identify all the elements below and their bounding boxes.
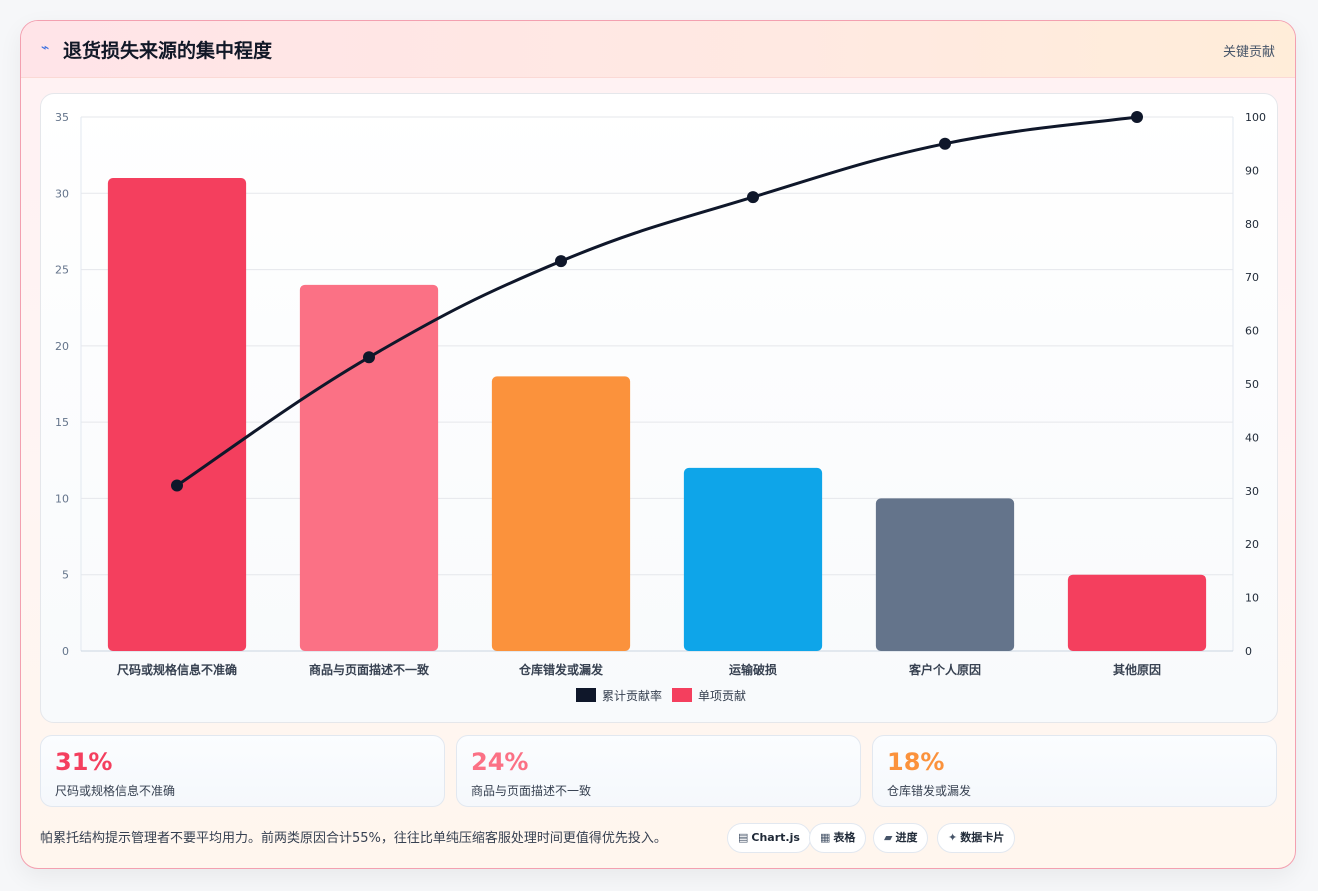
- footer-note: 帕累托结构提示管理者不要平均用力。前两类原因合计55%，往往比单纯压缩客服处理时…: [40, 831, 667, 846]
- y-right-tick-label: 10: [1245, 592, 1259, 605]
- y-left-tick-label: 5: [62, 569, 69, 582]
- bar[interactable]: [107, 178, 247, 651]
- x-tick-label: 仓库错发或漏发: [518, 662, 604, 677]
- cumulative-line: [176, 115, 1138, 487]
- stat-card-3: 18% 仓库错发或漏发: [872, 735, 1277, 807]
- y-right-tick-label: 20: [1245, 538, 1259, 551]
- cumulative-point[interactable]: [555, 255, 567, 268]
- bar[interactable]: [299, 284, 439, 651]
- x-tick-label: 其他原因: [1113, 662, 1161, 677]
- chip-data-card[interactable]: ✦ 数据卡片: [937, 823, 1016, 853]
- y-right-tick-label: 60: [1245, 325, 1259, 338]
- progress-icon: ▰: [884, 831, 893, 844]
- stat-card-2: 24% 商品与页面描述不一致: [456, 735, 861, 807]
- stat-value: 31%: [55, 748, 113, 776]
- chip-chartjs[interactable]: ▤ Chart.js: [727, 823, 811, 853]
- header-tag: 关键贡献: [1222, 45, 1275, 60]
- x-tick-label: 尺码或规格信息不准确: [117, 662, 237, 677]
- pareto-chart: 0 5 10 15 20 25 30 35 0 10 20 30 40 50 60 70 80 90 100 尺码或规…: [55, 111, 1266, 703]
- cumulative-point[interactable]: [747, 191, 759, 204]
- chip-table[interactable]: ▦ 表格: [809, 823, 867, 853]
- cumulative-point[interactable]: [939, 137, 951, 150]
- cumulative-point[interactable]: [363, 351, 375, 364]
- bar[interactable]: [491, 376, 631, 651]
- y-right-tick-label: 30: [1245, 485, 1259, 498]
- chart-card: ⌁ 退货损失来源的集中程度 关键贡献 0 5 10 15 20 25 30 35 0 10 20 30…: [20, 20, 1296, 869]
- y-left-tick-label: 10: [55, 492, 69, 505]
- y-left-tick-label: 20: [55, 340, 69, 353]
- y-left-tick-label: 0: [62, 645, 69, 658]
- y-right-tick-label: 70: [1245, 271, 1259, 284]
- y-right-tick-label: 90: [1245, 164, 1259, 177]
- page-title: 退货损失来源的集中程度: [63, 40, 273, 62]
- legend-label[interactable]: 单项贡献: [698, 688, 746, 703]
- y-left-tick-label: 35: [55, 111, 69, 124]
- y-right-tick-label: 80: [1245, 218, 1259, 231]
- chip-label: Chart.js: [751, 831, 800, 844]
- stat-value: 18%: [887, 748, 945, 776]
- y-right-tick-label: 0: [1245, 645, 1252, 658]
- stat-label: 仓库错发或漏发: [887, 784, 972, 798]
- legend-swatch[interactable]: [576, 688, 596, 702]
- chip-label: 表格: [833, 831, 856, 844]
- chip-label: 进度: [895, 831, 918, 844]
- x-tick-label: 运输破损: [729, 662, 777, 677]
- bar[interactable]: [875, 498, 1015, 651]
- y-right-tick-label: 50: [1245, 378, 1259, 391]
- legend-label[interactable]: 累计贡献率: [602, 688, 662, 703]
- sparkle-icon: ✦: [948, 831, 958, 844]
- stat-card-1: 31% 尺码或规格信息不准确: [40, 735, 445, 807]
- stat-label: 尺码或规格信息不准确: [55, 784, 176, 798]
- y-left-tick-label: 30: [55, 187, 69, 200]
- chart-icon: ⌁: [41, 40, 50, 56]
- chart-icon: ▤: [738, 831, 749, 844]
- table-icon: ▦: [820, 831, 831, 844]
- legend-swatch[interactable]: [672, 688, 692, 702]
- stat-label: 商品与页面描述不一致: [471, 784, 592, 798]
- y-right-tick-label: 40: [1245, 431, 1259, 444]
- x-tick-label: 商品与页面描述不一致: [309, 662, 430, 677]
- bar[interactable]: [1067, 574, 1207, 651]
- card-header: ⌁ 退货损失来源的集中程度 关键贡献: [21, 21, 1295, 78]
- chip-progress[interactable]: ▰ 进度: [873, 823, 929, 853]
- chart-panel: 0 5 10 15 20 25 30 35 0 10 20 30 40 50 60 70 80 90 100 尺码或规…: [40, 93, 1278, 723]
- cumulative-point[interactable]: [171, 479, 183, 492]
- y-left-tick-label: 25: [55, 264, 69, 277]
- bar[interactable]: [683, 467, 823, 651]
- x-tick-label: 客户个人原因: [908, 662, 981, 677]
- chip-label: 数据卡片: [960, 831, 1005, 844]
- cumulative-point[interactable]: [1131, 111, 1143, 123]
- y-right-tick-label: 100: [1245, 111, 1266, 124]
- stat-value: 24%: [471, 748, 529, 776]
- y-left-tick-label: 15: [55, 416, 69, 429]
